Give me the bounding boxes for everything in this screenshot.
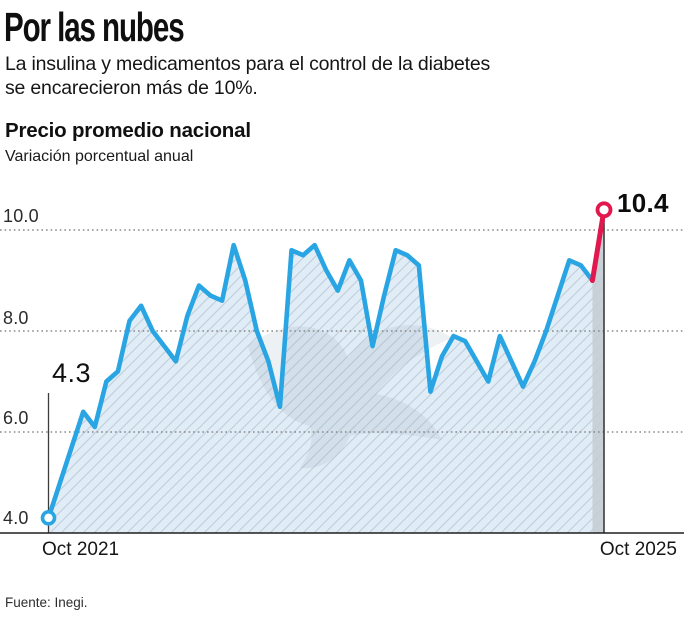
end-value-annotation: 10.4 bbox=[617, 188, 669, 218]
subtitle-line-1: La insulina y medicamentos para el contr… bbox=[5, 53, 491, 75]
y-axis-tick-8: 8.0 bbox=[3, 308, 29, 328]
y-axis-tick-6: 6.0 bbox=[3, 408, 29, 428]
y-axis-tick-4: 4.0 bbox=[3, 508, 29, 528]
start-value-annotation: 4.3 bbox=[52, 358, 92, 388]
source-credit: Fuente: Inegi. bbox=[5, 595, 88, 610]
chart-heading: Precio promedio nacional bbox=[5, 119, 251, 142]
subtitle-line-2: se encarecieron más de 10%. bbox=[5, 77, 258, 99]
highlight-segment bbox=[589, 207, 607, 283]
area-hatch-overlay bbox=[48, 209, 604, 534]
x-axis-end-label: Oct 2025 bbox=[599, 539, 677, 560]
trend-line bbox=[46, 242, 595, 521]
page-subtitle: La insulina y medicamentos para el contr… bbox=[5, 52, 490, 100]
chart-subheading: Variación porcentual anual bbox=[5, 148, 194, 165]
page-title: Por las nubes bbox=[4, 4, 185, 50]
y-axis-tick-10: 10.0 bbox=[3, 206, 39, 226]
end-marker bbox=[595, 201, 613, 219]
start-marker bbox=[40, 510, 57, 526]
x-axis-start-label: Oct 2021 bbox=[42, 539, 120, 560]
